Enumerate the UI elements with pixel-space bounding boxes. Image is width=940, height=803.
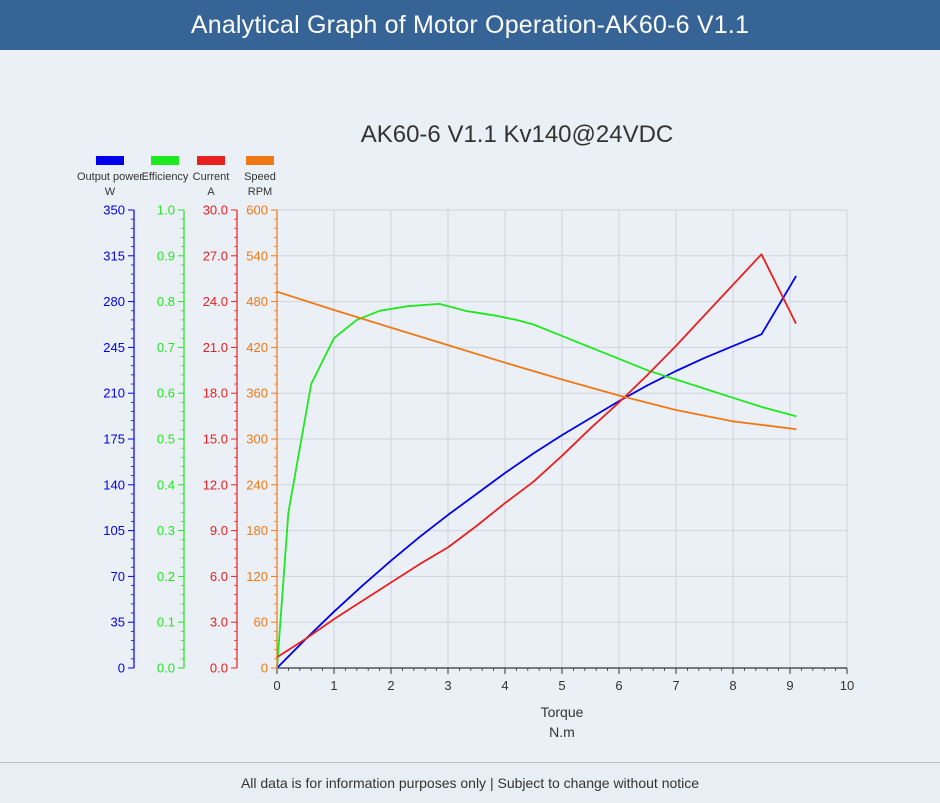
motor-performance-chart: AK60-6 V1.1 Kv140@24VDC 0 1 2 3 4 5 6 7 8 9 10 Torqu… bbox=[77, 121, 854, 740]
y-tick-label: 140 bbox=[103, 477, 125, 492]
x-tick-label: 4 bbox=[501, 678, 508, 693]
page-title: Analytical Graph of Motor Operation-AK60… bbox=[190, 10, 750, 39]
y-tick-label: 1.0 bbox=[157, 203, 175, 218]
y-tick-label: 360 bbox=[246, 386, 268, 401]
y-tick-label: 210 bbox=[103, 386, 125, 401]
legend-unit: W bbox=[105, 186, 116, 198]
footer-divider bbox=[0, 762, 940, 763]
y-tick-label: 350 bbox=[103, 203, 125, 218]
y-tick-label: 0.2 bbox=[157, 569, 175, 584]
y-tick-label: 35 bbox=[111, 615, 125, 630]
y-tick-label: 0.1 bbox=[157, 615, 175, 630]
legend-label: Current bbox=[193, 171, 230, 183]
y-tick-label: 0.9 bbox=[157, 248, 175, 263]
x-tick-label: 8 bbox=[729, 678, 736, 693]
y-tick-label: 6.0 bbox=[210, 569, 228, 584]
series-line-2 bbox=[276, 253, 797, 659]
legend-swatch-1 bbox=[151, 156, 179, 165]
y-tick-label: 315 bbox=[103, 248, 125, 263]
y-tick-label: 480 bbox=[246, 294, 268, 309]
chart-area: AK60-6 V1.1 Kv140@24VDC 0 1 2 3 4 5 6 7 8 9 10 Torqu… bbox=[0, 50, 940, 762]
y-tick-label: 0.0 bbox=[157, 661, 175, 676]
y-tick-label: 3.0 bbox=[210, 615, 228, 630]
y-tick-label: 280 bbox=[103, 294, 125, 309]
legend-unit: A bbox=[207, 186, 215, 198]
y-tick-label: 420 bbox=[246, 340, 268, 355]
legend-label: Efficiency bbox=[142, 171, 189, 183]
y-tick-label: 600 bbox=[246, 203, 268, 218]
y-tick-label: 540 bbox=[246, 248, 268, 263]
y-tick-label: 0.7 bbox=[157, 340, 175, 355]
y-tick-label: 0.3 bbox=[157, 523, 175, 538]
page-header: Analytical Graph of Motor Operation-AK60… bbox=[0, 0, 940, 50]
y-tick-label: 0.6 bbox=[157, 386, 175, 401]
y-tick-label: 27.0 bbox=[203, 248, 228, 263]
y-tick-label: 24.0 bbox=[203, 294, 228, 309]
page-footer: All data is for information purposes onl… bbox=[0, 763, 940, 803]
y-tick-label: 12.0 bbox=[203, 477, 228, 492]
y-tick-label: 175 bbox=[103, 432, 125, 447]
disclaimer-text: All data is for information purposes onl… bbox=[240, 775, 700, 791]
y-tick-label: 240 bbox=[246, 477, 268, 492]
y-tick-label: 300 bbox=[246, 432, 268, 447]
y-tick-label: 0.0 bbox=[210, 661, 228, 676]
y-tick-label: 9.0 bbox=[210, 523, 228, 538]
y-tick-label: 245 bbox=[103, 340, 125, 355]
chart-title: AK60-6 V1.1 Kv140@24VDC bbox=[361, 121, 674, 148]
y-tick-label: 21.0 bbox=[203, 340, 228, 355]
y-tick-label: 30.0 bbox=[203, 203, 228, 218]
legend-unit: RPM bbox=[248, 186, 272, 198]
series-line-3 bbox=[276, 290, 797, 431]
x-tick-label: 2 bbox=[387, 678, 394, 693]
y-tick-label: 0 bbox=[261, 661, 268, 676]
y-tick-label: 180 bbox=[246, 523, 268, 538]
legend-swatch-3 bbox=[246, 156, 274, 165]
y-tick-label: 0 bbox=[118, 661, 125, 676]
y-tick-label: 0.8 bbox=[157, 294, 175, 309]
legend-label: Output power bbox=[77, 171, 143, 183]
x-tick-label: 6 bbox=[615, 678, 622, 693]
x-axis-unit: N.m bbox=[549, 724, 575, 740]
series-line-0 bbox=[276, 275, 797, 669]
legend-swatch-2 bbox=[197, 156, 225, 165]
x-axis-title: Torque bbox=[541, 704, 584, 720]
legend-swatch-0 bbox=[96, 156, 124, 165]
y-tick-label: 60 bbox=[254, 615, 268, 630]
y-tick-label: 105 bbox=[103, 523, 125, 538]
series-line-1 bbox=[276, 302, 797, 669]
x-tick-label: 5 bbox=[558, 678, 565, 693]
legend-label: Speed bbox=[244, 171, 276, 183]
y-tick-label: 0.4 bbox=[157, 477, 175, 492]
x-tick-label: 9 bbox=[786, 678, 793, 693]
y-tick-label: 18.0 bbox=[203, 386, 228, 401]
x-tick-label: 7 bbox=[672, 678, 679, 693]
y-tick-label: 120 bbox=[246, 569, 268, 584]
x-tick-label: 0 bbox=[273, 678, 280, 693]
y-tick-label: 15.0 bbox=[203, 432, 228, 447]
y-tick-label: 0.5 bbox=[157, 432, 175, 447]
y-tick-label: 70 bbox=[111, 569, 125, 584]
x-tick-label: 10 bbox=[840, 678, 854, 693]
x-tick-label: 3 bbox=[444, 678, 451, 693]
x-tick-label: 1 bbox=[330, 678, 337, 693]
